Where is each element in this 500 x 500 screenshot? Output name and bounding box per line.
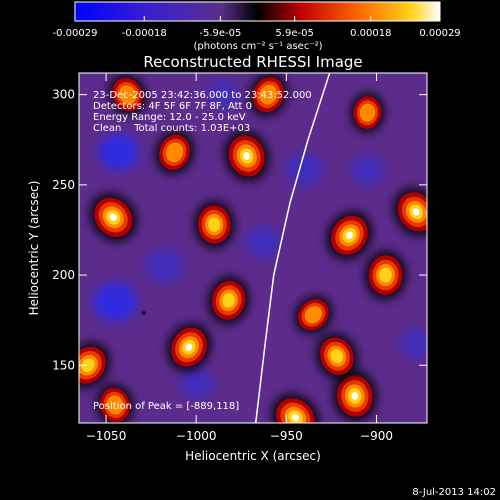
y-tick-label: 300: [52, 88, 75, 102]
x-tick-label: −1000: [176, 429, 217, 443]
heatmap-level-ring: [208, 217, 221, 232]
heatmap-bright-region: [96, 383, 134, 423]
annotation-energy-range: Energy Range: 12.0 - 25.0 keV: [93, 112, 246, 123]
heatmap-bright-region: [155, 130, 194, 175]
y-tick-label: 200: [52, 268, 75, 282]
peak-marker: [142, 311, 146, 315]
heatmap-bright-region: [248, 73, 288, 117]
heatmap-bright-region: [271, 393, 320, 423]
annotation-peak-position: Position of Peak = [-889,118]: [93, 401, 239, 412]
heatmap-bright-region: [108, 73, 147, 116]
heatmap-level-ring: [259, 84, 278, 105]
heatmap-bright-region: [79, 342, 111, 389]
colorbar-tick-label: 0.00029: [419, 28, 460, 39]
heatmap-bright-region: [315, 332, 358, 380]
colorbar-ticks: -0.00029 -0.00018 -5.9e-05 5.9e-05 0.00018 0.…: [53, 16, 461, 39]
heatmap-dark-region: [207, 80, 240, 109]
heatmap-level-ring: [243, 152, 251, 160]
heatmap-dark-region: [399, 329, 427, 358]
heatmap-level-ring: [119, 85, 137, 104]
colorbar: -0.00029 -0.00018 -5.9e-05 5.9e-05 0.00018 0.…: [53, 1, 461, 52]
heatmap-level-ring: [330, 349, 344, 364]
heatmap-dark-region: [178, 368, 214, 399]
x-tick-label: −900: [360, 429, 393, 443]
axis-ticks: −1050 −1000 −950 −900 150 200 250 300: [52, 73, 427, 443]
colorbar-tick-label: -0.00029: [53, 28, 98, 39]
heatmap-level-ring: [412, 208, 420, 216]
heatmap-level-ring: [81, 358, 95, 373]
heatmap-level-ring: [222, 293, 235, 308]
heatmap-bright-region: [224, 130, 270, 182]
heatmap-dark-region: [145, 249, 183, 283]
annotation-time-range: 23-Dec-2005 23:42:36.000 to 23:43:52.000: [93, 90, 312, 101]
heatmap-level-ring: [165, 142, 184, 163]
y-tick-label: 250: [52, 178, 75, 192]
colorbar-tick-label: -0.00018: [122, 28, 167, 39]
heatmap-level-ring: [106, 395, 124, 415]
heatmap-bright-region: [207, 276, 250, 325]
solar-limb-curve: [254, 73, 331, 423]
heatmap-dark-region: [245, 226, 281, 259]
plot-frame: [78, 72, 428, 424]
colorbar-tick-label: -5.9e-05: [199, 28, 241, 39]
x-tick-label: −1050: [86, 429, 127, 443]
heatmap-dark-region: [285, 153, 324, 187]
heatmap-bright-region: [350, 92, 385, 133]
heatmap-bright-region: [326, 210, 373, 260]
heatmap-bright-region: [332, 370, 377, 422]
heatmap-bright-region: [364, 250, 407, 300]
heatmap-level-ring: [359, 103, 376, 122]
heatmap-bright-region: [166, 322, 212, 372]
heatmap-level-ring: [379, 267, 392, 283]
colorbar-frame: [74, 1, 441, 22]
heatmap-dark-region: [98, 134, 140, 171]
heatmap-dark-region: [350, 155, 385, 186]
x-tick-label: −950: [270, 429, 303, 443]
colorbar-unit-label: (photons cm⁻² s⁻¹ asec⁻²): [193, 41, 322, 52]
colorbar-tick-label: 0.00018: [350, 28, 391, 39]
heatmap-level-ring: [346, 231, 353, 240]
x-axis-label: Heliocentric X (arcsec): [185, 449, 321, 463]
heatmap-dark-region: [92, 282, 138, 322]
heatmap-level-ring: [304, 306, 322, 324]
heatmap-bright-region: [393, 187, 427, 237]
heatmap-dark-regions: [92, 80, 427, 399]
heatmap-bright-region: [294, 295, 333, 334]
annotation-detectors: Detectors: 4F 5F 6F 7F 8F, Att 0: [93, 101, 252, 112]
chart-title: Reconstructed RHESSI Image: [143, 53, 362, 71]
heatmap-level-ring: [185, 343, 193, 351]
heatmap-bright-region: [193, 200, 235, 249]
colorbar-tick-label: 5.9e-05: [275, 28, 313, 39]
date-stamp: 8-Jul-2013 14:02: [412, 487, 496, 498]
y-tick-label: 150: [52, 358, 75, 372]
y-axis-label: Heliocentric Y (arcsec): [27, 181, 41, 316]
heatmap-level-ring: [109, 213, 117, 221]
heatmap-level-ring: [291, 413, 299, 422]
heatmap-bright-region: [89, 192, 137, 242]
colorbar-gradient: [75, 2, 440, 21]
heatmap-level-ring: [351, 392, 359, 400]
plot-area: −1050 −1000 −950 −900 150 200 250 300 23-Dec-20…: [52, 72, 428, 443]
heatmap-bright-regions: [79, 73, 427, 423]
annotation-method: Clean Total counts: 1.03E+03: [93, 123, 250, 134]
